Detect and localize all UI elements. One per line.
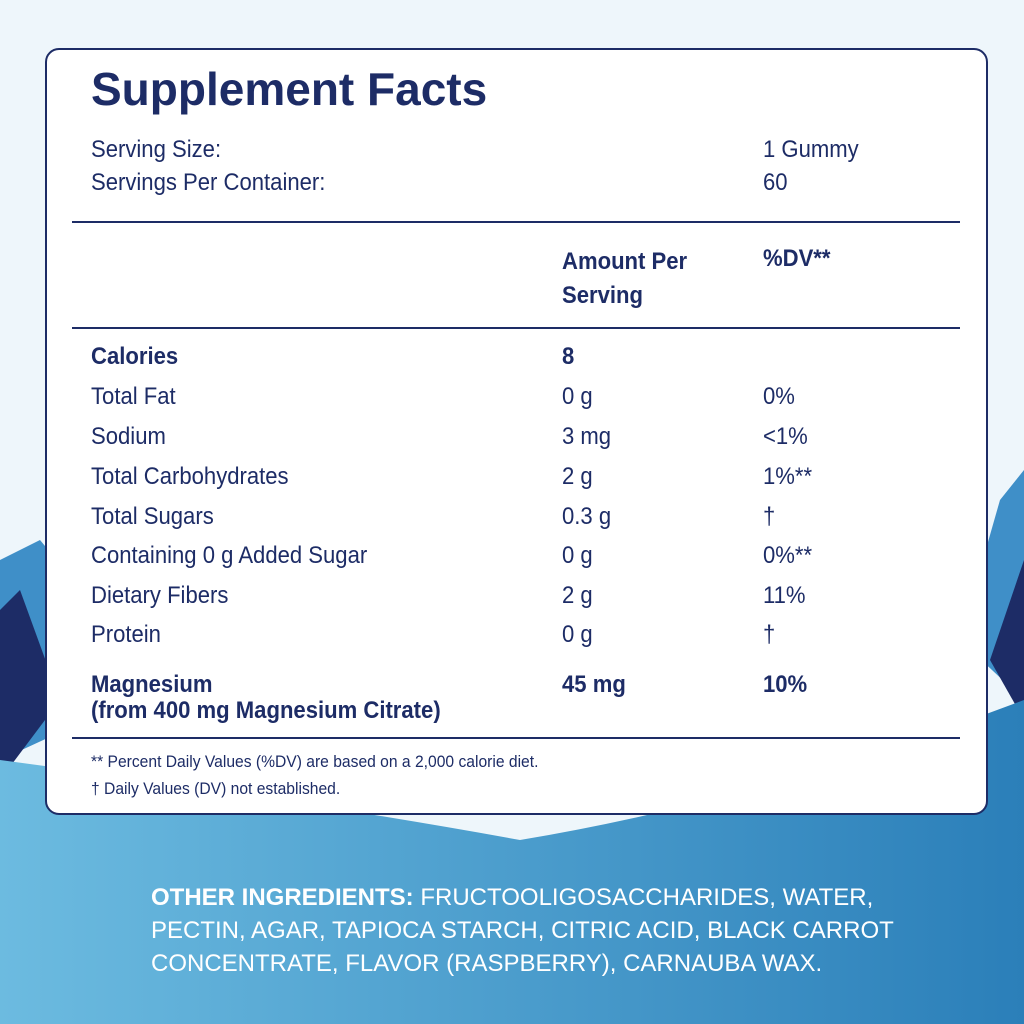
rule bbox=[72, 221, 960, 223]
ingredients-text: FRUCTOOLIGOSACCHARIDES, WATER, PECTIN, A… bbox=[151, 884, 894, 977]
value: 60 bbox=[763, 169, 788, 196]
footnote: † Daily Values (DV) not established. bbox=[91, 779, 341, 798]
ingredients-label: OTHER INGREDIENTS: bbox=[151, 884, 414, 911]
column-header: Amount Per Serving bbox=[562, 248, 688, 309]
facts-panel bbox=[45, 48, 988, 815]
cell-name: Calories bbox=[91, 343, 179, 370]
cell-amount: 0.3 g bbox=[562, 503, 612, 530]
cell-name: Magnesium bbox=[91, 671, 213, 698]
cell-amount: 0 g bbox=[562, 542, 593, 569]
cell-name: Containing 0 g Added Sugar bbox=[91, 542, 368, 569]
cell-name: Total Sugars bbox=[91, 503, 214, 530]
cell-dv: 0%** bbox=[763, 542, 813, 569]
cell-dv: 1%** bbox=[763, 463, 813, 490]
cell-amount: 0 g bbox=[562, 383, 593, 410]
cell-dv: 10% bbox=[763, 671, 808, 698]
cell-name-note: (from 400 mg Magnesium Citrate) bbox=[91, 697, 441, 724]
label: Serving Size: bbox=[91, 136, 222, 163]
label: Servings Per Container: bbox=[91, 169, 326, 196]
cell-dv: † bbox=[763, 503, 776, 530]
cell-dv: † bbox=[763, 621, 776, 648]
footnote: ** Percent Daily Values (%DV) are based … bbox=[91, 752, 539, 771]
cell-dv: <1% bbox=[763, 423, 808, 450]
cell-dv: 11% bbox=[763, 582, 806, 609]
rule bbox=[72, 327, 960, 329]
rule bbox=[72, 737, 960, 739]
column-header: %DV** bbox=[763, 245, 831, 272]
cell-amount: 2 g bbox=[562, 463, 593, 490]
title: Supplement Facts bbox=[91, 63, 488, 115]
value: 1 Gummy bbox=[763, 136, 859, 163]
cell-name: Total Carbohydrates bbox=[91, 463, 289, 490]
cell-amount: 45 mg bbox=[562, 671, 626, 698]
cell-name: Sodium bbox=[91, 423, 166, 450]
cell-amount: 0 g bbox=[562, 621, 593, 648]
cell-name: Total Fat bbox=[91, 383, 176, 410]
cell-name: Protein bbox=[91, 621, 161, 648]
cell-dv: 0% bbox=[763, 383, 795, 410]
cell-amount: 8 bbox=[562, 343, 575, 370]
ingredients: OTHER INGREDIENTS: FRUCTOOLIGOSACCHARIDE… bbox=[151, 881, 911, 980]
cell-name: Dietary Fibers bbox=[91, 582, 229, 609]
cell-amount: 3 mg bbox=[562, 423, 612, 450]
cell-amount: 2 g bbox=[562, 582, 593, 609]
